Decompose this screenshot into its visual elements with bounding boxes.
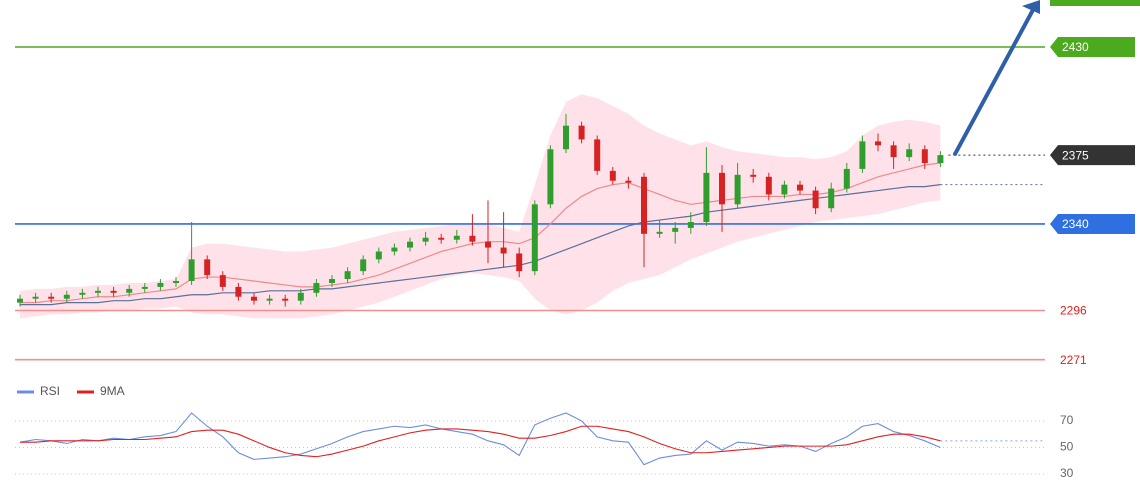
- rsi-line: [20, 425, 941, 458]
- candle-body: [843, 168, 850, 189]
- candle-body: [251, 296, 257, 301]
- y-tick-label: 30: [1060, 466, 1074, 480]
- candle-body: [703, 172, 710, 223]
- candle-body: [157, 282, 164, 287]
- candle-body: [921, 149, 928, 164]
- legend-label: 9MA: [100, 384, 125, 398]
- candle-body: [469, 235, 476, 242]
- candle-body: [95, 290, 101, 293]
- candle-body: [765, 176, 772, 195]
- candle-body: [32, 296, 39, 299]
- candle-body: [282, 298, 289, 301]
- candle-body: [625, 180, 632, 183]
- candle-body: [297, 292, 304, 301]
- candle-body: [797, 184, 803, 191]
- candle-body: [578, 125, 585, 140]
- moving-average: [20, 184, 941, 306]
- candle-body: [219, 275, 226, 287]
- candle-body: [344, 271, 351, 280]
- candle-body: [485, 241, 491, 248]
- moving-average: [20, 162, 941, 304]
- candle-body: [750, 174, 757, 177]
- candle-body: [453, 235, 460, 240]
- candle-body: [937, 155, 944, 164]
- candle-body: [79, 292, 86, 295]
- level-label: 2430: [1062, 40, 1089, 54]
- candle-body: [63, 294, 70, 299]
- candle-body: [204, 259, 211, 276]
- projection-arrow: [952, 7, 1036, 157]
- candle-body: [859, 141, 866, 169]
- candle-body: [329, 279, 335, 283]
- candle-body: [687, 222, 694, 228]
- rsi-line: [19, 412, 941, 466]
- candle-body: [141, 286, 148, 289]
- level-label-box: [1050, 36, 1135, 57]
- candle-body: [438, 237, 445, 240]
- projection-arrowhead: [1022, 0, 1040, 14]
- candle-body: [391, 247, 398, 252]
- candle-body: [126, 288, 133, 293]
- level-label: 2296: [1060, 304, 1087, 318]
- level-label: 2340: [1062, 217, 1089, 231]
- candle-body: [828, 188, 835, 209]
- candle-body: [734, 174, 741, 205]
- candle-body: [563, 125, 569, 150]
- candle-body: [235, 286, 242, 297]
- candle-body: [531, 204, 538, 272]
- candle-body: [173, 281, 179, 283]
- candle-body: [890, 145, 897, 158]
- candle-body: [609, 170, 616, 181]
- candle-body: [407, 241, 413, 248]
- candle-body: [594, 139, 601, 171]
- candle-body: [719, 172, 725, 205]
- candle-body: [313, 282, 320, 293]
- candle-body: [188, 259, 195, 282]
- bollinger-band: [20, 94, 941, 319]
- candle-body: [812, 190, 819, 209]
- target-level-box: [1050, 0, 1140, 6]
- level-label: 2271: [1060, 353, 1087, 367]
- candle-body: [516, 253, 523, 272]
- candle-body: [422, 237, 429, 242]
- y-tick-label: 50: [1060, 440, 1074, 454]
- candle-body: [500, 247, 507, 254]
- y-tick-label: 70: [1060, 413, 1074, 427]
- candle-body: [875, 141, 881, 146]
- candle-body: [17, 298, 23, 303]
- legend-label: RSI: [40, 384, 60, 398]
- candle-body: [110, 290, 117, 293]
- candle-body: [656, 231, 663, 234]
- candle-body: [641, 176, 647, 234]
- candle-body: [266, 298, 273, 301]
- candle-body: [906, 149, 913, 158]
- level-label: 2375: [1062, 148, 1089, 162]
- level-label-box: [1050, 145, 1135, 166]
- candle-body: [781, 184, 788, 195]
- level-label-box: [1050, 213, 1135, 234]
- candle-body: [375, 251, 382, 260]
- candle-body: [672, 227, 679, 232]
- candle-body: [360, 259, 367, 272]
- candle-body: [48, 296, 55, 299]
- candle-body: [547, 149, 554, 205]
